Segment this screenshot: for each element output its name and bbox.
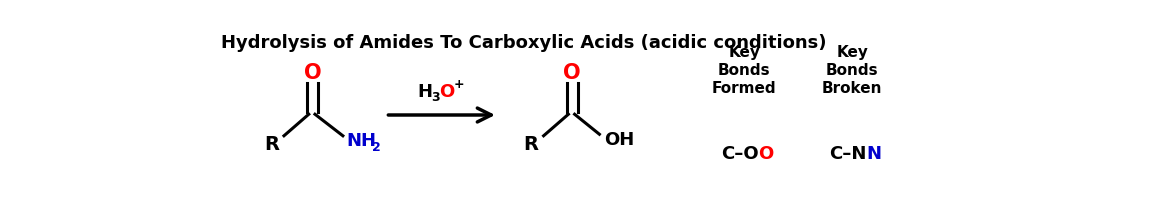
Text: O: O [439, 83, 454, 101]
Text: 2: 2 [372, 141, 380, 154]
Text: R: R [524, 135, 539, 154]
Text: 3: 3 [431, 91, 439, 104]
Text: O: O [564, 63, 581, 83]
Text: O: O [758, 145, 774, 163]
Text: N: N [867, 145, 881, 163]
Text: R: R [264, 135, 279, 154]
Text: OH: OH [604, 131, 634, 149]
Text: C–N: C–N [829, 145, 867, 163]
Text: C–O: C–O [720, 145, 759, 163]
Text: NH: NH [346, 132, 376, 150]
Text: Key
Bonds
Formed: Key Bonds Formed [712, 45, 776, 97]
Text: +: + [453, 78, 464, 91]
Text: Key
Bonds
Broken: Key Bonds Broken [822, 45, 882, 97]
Text: Hydrolysis of Amides To Carboxylic Acids (acidic conditions): Hydrolysis of Amides To Carboxylic Acids… [221, 34, 826, 52]
Text: H: H [417, 83, 432, 101]
Text: O: O [303, 63, 322, 83]
